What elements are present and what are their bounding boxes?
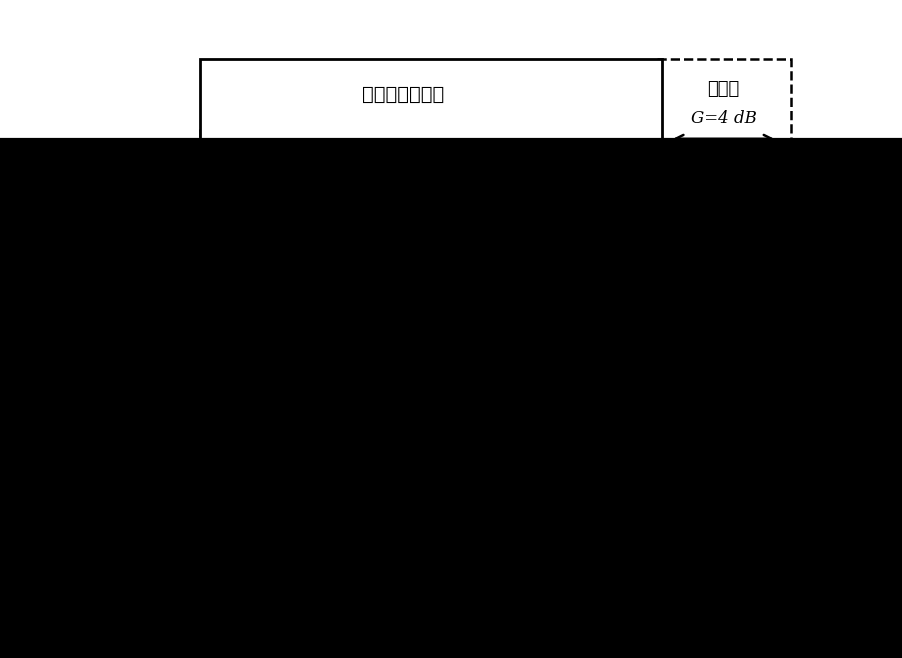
Text: $\Sigma$: $\Sigma$: [717, 320, 731, 340]
Text: IL=0.5 dB
BGA: IL=0.5 dB BGA: [69, 324, 144, 356]
Text: 多功能集成套片: 多功能集成套片: [363, 84, 445, 103]
Text: 功分器: 功分器: [707, 80, 740, 98]
Text: 衰减器: 衰减器: [508, 368, 540, 386]
Text: $\Sigma$: $\Sigma$: [617, 240, 630, 261]
Text: G=4 dB: G=4 dB: [691, 111, 757, 128]
Text: 低噪放: 低噪放: [268, 368, 300, 386]
Text: IL=0.5 dB
BGA: IL=0.5 dB BGA: [815, 240, 895, 270]
Text: 图2    R组件合成链路指标: 图2 R组件合成链路指标: [400, 609, 578, 629]
Text: $\Sigma$: $\Sigma$: [717, 245, 731, 265]
Text: G=23 dB,NF=2.34 dB,IP1dB=−5 dBm: G=23 dB,NF=2.34 dB,IP1dB=−5 dBm: [325, 517, 650, 533]
Text: G=18 dB,NF=1.8: G=18 dB,NF=1.8: [320, 467, 468, 484]
Bar: [199, 129, 589, 432]
Text: 移相器: 移相器: [386, 368, 418, 386]
Bar: [199, 59, 662, 432]
Bar: [657, 59, 791, 443]
